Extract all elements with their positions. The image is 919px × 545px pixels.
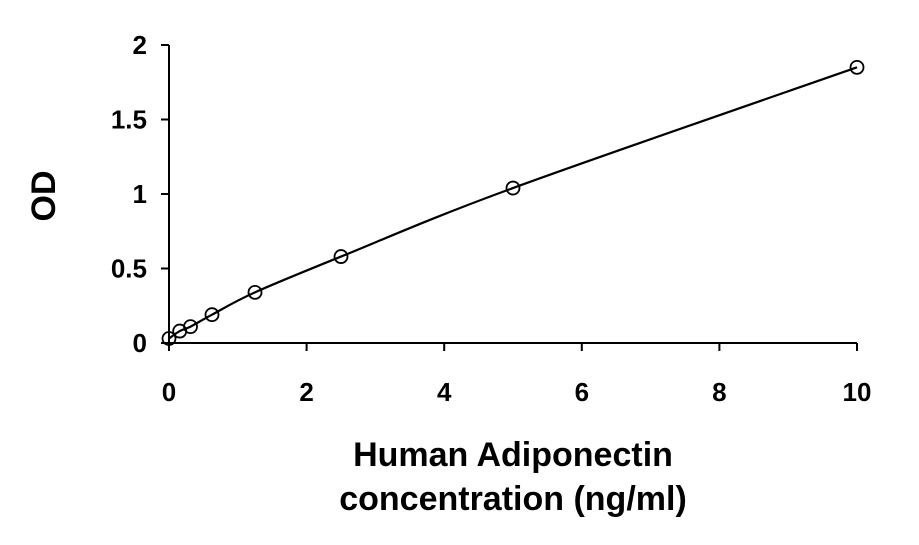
ticks-group: 0 0.5 1 1.5 2 0 2 4 6 8 10 <box>111 30 872 407</box>
x-tick-label: 2 <box>299 377 313 407</box>
x-tick-label: 6 <box>575 377 589 407</box>
data-point <box>333 249 349 264</box>
x-axis-title-line-2: concentration (ng/ml) <box>339 480 687 518</box>
y-axis-title: OD <box>25 171 63 222</box>
x-tick-label: 4 <box>437 377 452 407</box>
data-point <box>183 319 198 335</box>
data-point <box>505 180 521 196</box>
fit-curve-line <box>168 66 858 340</box>
y-tick-label: 1.5 <box>111 105 147 135</box>
x-tick-label: 0 <box>162 377 176 407</box>
y-tick-label: 0 <box>133 328 147 358</box>
data-point <box>849 59 865 75</box>
y-tick-label: 1 <box>133 179 147 209</box>
data-point <box>247 284 263 300</box>
x-tick-label: 10 <box>843 377 872 407</box>
y-tick-label: 0.5 <box>111 254 147 284</box>
data-point <box>161 331 177 346</box>
y-tick-label: 2 <box>133 30 147 60</box>
x-tick-label: 8 <box>712 377 726 407</box>
data-points-group <box>161 59 865 346</box>
x-axis-title-line-1: Human Adiponectin <box>353 436 673 474</box>
data-point <box>204 307 220 323</box>
